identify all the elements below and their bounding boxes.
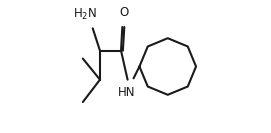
Text: O: O <box>120 6 129 19</box>
Text: HN: HN <box>118 86 136 99</box>
Text: H$_2$N: H$_2$N <box>73 7 98 22</box>
